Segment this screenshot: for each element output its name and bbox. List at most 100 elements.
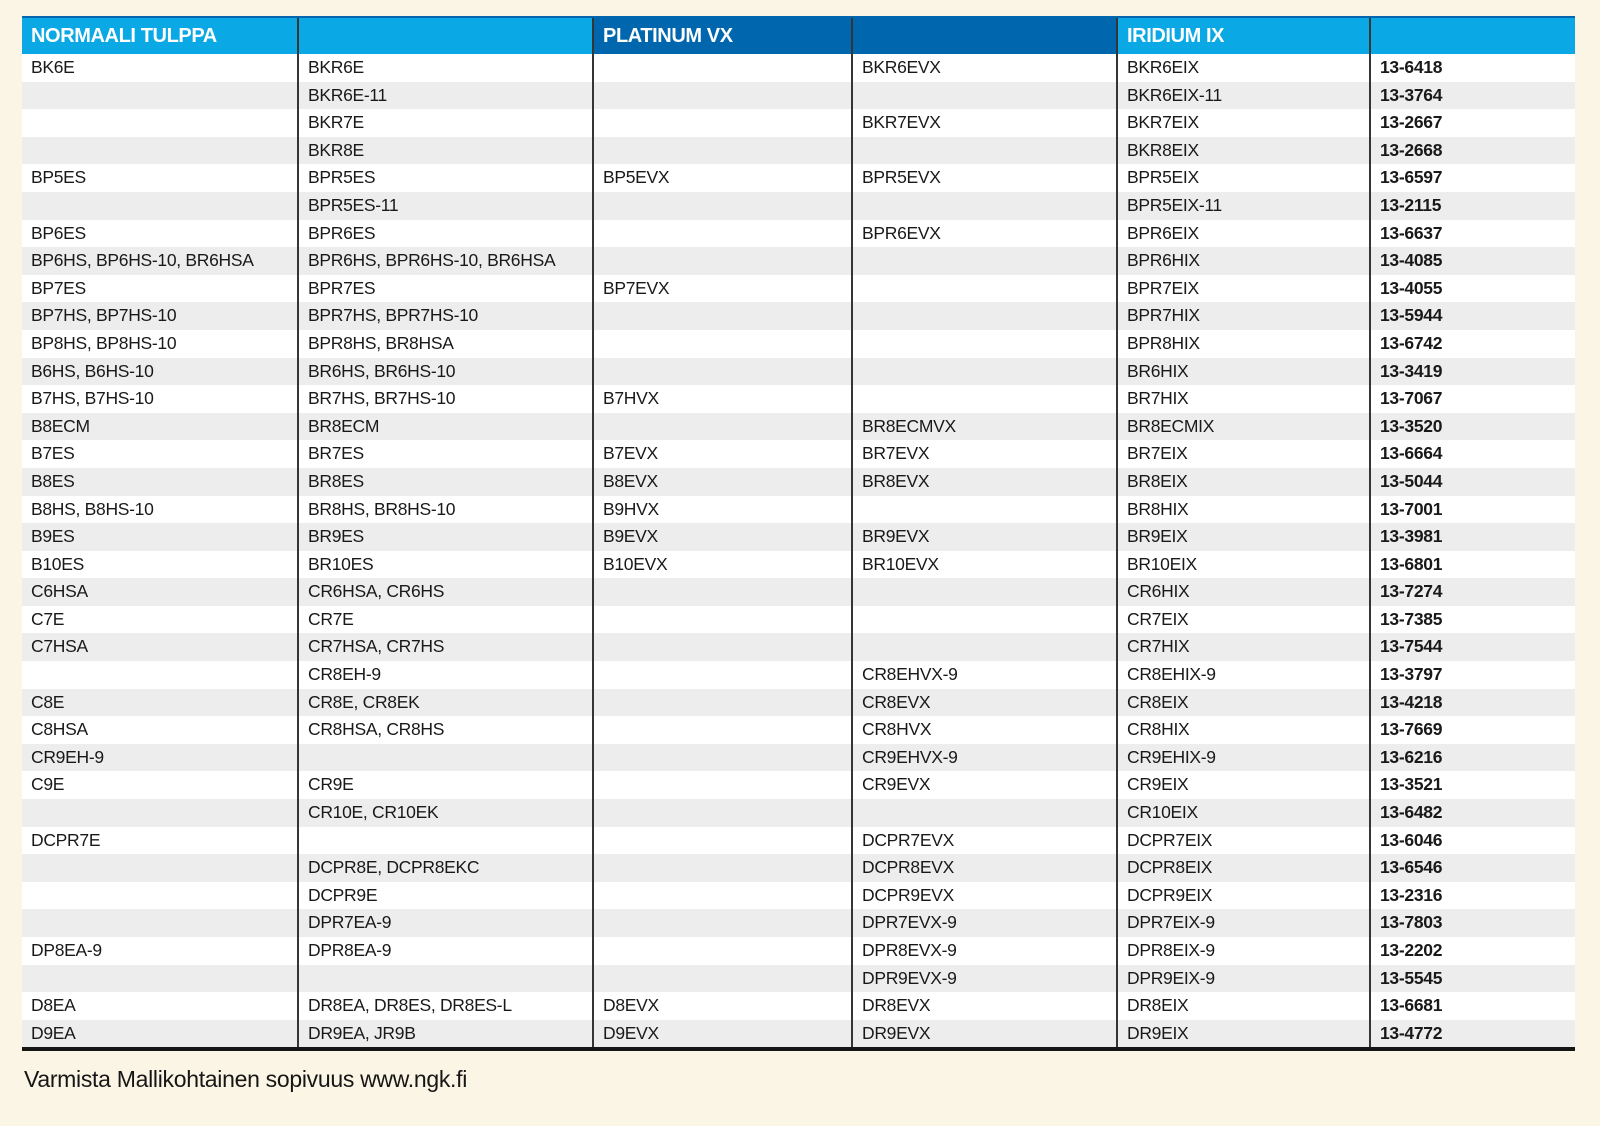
cell-iridium-ix: BPR7EIX xyxy=(1116,274,1369,303)
cell-platinum-vx-1: B7EVX xyxy=(592,440,851,468)
cell-part-number: 13-6482 xyxy=(1369,799,1575,827)
table-row: DCPR9E DCPR9EVX DCPR9EIX 13-2316 xyxy=(22,881,1575,910)
cell-part-number: 13-3764 xyxy=(1369,81,1575,110)
cell-normaali-tulppa-2: BPR7ES xyxy=(297,274,592,303)
cell-part-number: 13-5944 xyxy=(1369,302,1575,330)
cell-normaali-tulppa-1: D9EA xyxy=(31,1022,76,1043)
cell-part-number: 13-6597 xyxy=(1369,164,1575,192)
cell-iridium-ix: DPR9EIX-9 xyxy=(1116,964,1369,993)
header-part-number xyxy=(1369,18,1575,54)
cell-normaali-tulppa-1: B10ES xyxy=(31,553,84,574)
cell-platinum-vx-1 xyxy=(592,661,851,689)
cell-iridium-ix: CR8HIX xyxy=(1116,716,1369,744)
cell-platinum-vx-1 xyxy=(592,964,851,993)
cell-normaali-tulppa-1: DP8EA-9 xyxy=(31,940,102,960)
cell-part-number: 13-3981 xyxy=(1369,523,1575,551)
cell-platinum-vx-2 xyxy=(851,274,1116,303)
cell-platinum-vx-2: BKR7EVX xyxy=(851,109,1116,137)
cell-iridium-ix: CR9EIX xyxy=(1116,771,1369,800)
cell-platinum-vx-1 xyxy=(592,716,851,744)
cell-iridium-ix: CR7HIX xyxy=(1116,633,1369,662)
cell-normaali-tulppa-2 xyxy=(297,743,592,772)
table-row: B8HS, B8HS-10 BR8HS, BR8HS-10 B9HVX BR8H… xyxy=(22,495,1575,524)
cell-part-number: 13-4772 xyxy=(1369,1019,1575,1048)
cell-platinum-vx-2: DCPR9EVX xyxy=(851,881,1116,910)
cell-normaali-tulppa-1: B9ES xyxy=(31,526,75,547)
cell-iridium-ix: CR8EIX xyxy=(1116,688,1369,717)
cell-platinum-vx-2: DR9EVX xyxy=(851,1019,1116,1048)
cell-part-number: 13-6418 xyxy=(1369,54,1575,82)
cell-normaali-tulppa-1 xyxy=(22,137,297,165)
cell-normaali-tulppa-2: DPR8EA-9 xyxy=(297,937,592,965)
cell-part-number: 13-6546 xyxy=(1369,854,1575,882)
cell-platinum-vx-2: CR8EHVX-9 xyxy=(851,661,1116,689)
cell-platinum-vx-2: DCPR8EVX xyxy=(851,854,1116,882)
cell-platinum-vx-1 xyxy=(592,881,851,910)
cell-normaali-tulppa-2: DR8EA, DR8ES, DR8ES-L xyxy=(297,992,592,1020)
cell-iridium-ix: DPR8EIX-9 xyxy=(1116,937,1369,965)
cell-iridium-ix: BKR6EIX xyxy=(1116,54,1369,82)
cell-normaali-tulppa-1: B8HS, B8HS-10 xyxy=(31,498,154,519)
cell-normaali-tulppa-2: CR9E xyxy=(297,771,592,800)
table-row: DCPR7E DCPR7EVX DCPR7EIX 13-6046 xyxy=(22,826,1575,855)
cell-normaali-tulppa-1: CR9EH-9 xyxy=(31,746,104,767)
cell-normaali-tulppa-2: BR10ES xyxy=(297,550,592,579)
cell-platinum-vx-1: B10EVX xyxy=(592,550,851,579)
table-row: C7HSA CR7HSA, CR7HS CR7HIX 13-7544 xyxy=(22,633,1575,662)
cell-platinum-vx-1: B9HVX xyxy=(592,495,851,524)
cell-normaali-tulppa-2: BR8ES xyxy=(297,467,592,496)
cell-iridium-ix: BR8ECMIX xyxy=(1116,412,1369,441)
cell-normaali-tulppa-1: BP6HS, BP6HS-10, BR6HSA xyxy=(31,250,254,271)
cell-normaali-tulppa-2: BPR8HS, BR8HSA xyxy=(297,329,592,358)
cell-iridium-ix: BR7HIX xyxy=(1116,385,1369,413)
header-normaali-tulppa-extra xyxy=(297,18,592,54)
cell-normaali-tulppa-1: BP7ES xyxy=(31,277,86,298)
cell-normaali-tulppa-1: B6HS, B6HS-10 xyxy=(31,360,154,381)
cell-platinum-vx-1: B9EVX xyxy=(592,523,851,551)
cell-platinum-vx-2 xyxy=(851,191,1116,220)
cell-platinum-vx-1 xyxy=(592,771,851,800)
table-row: C6HSA CR6HSA, CR6HS CR6HIX 13-7274 xyxy=(22,578,1575,606)
cell-platinum-vx-1 xyxy=(592,854,851,882)
cell-platinum-vx-1 xyxy=(592,578,851,606)
cell-normaali-tulppa-2: BR8ECM xyxy=(297,412,592,441)
table-row: DP8EA-9 DPR8EA-9 DPR8EVX-9 DPR8EIX-9 13-… xyxy=(22,937,1575,965)
cell-normaali-tulppa-1 xyxy=(22,965,297,993)
cell-part-number: 13-6742 xyxy=(1369,329,1575,358)
cell-platinum-vx-1 xyxy=(592,136,851,165)
cell-normaali-tulppa-1: B8ECM xyxy=(31,415,90,436)
cell-iridium-ix: BKR6EIX-11 xyxy=(1116,81,1369,110)
table-row: C7E CR7E CR7EIX 13-7385 xyxy=(22,605,1575,634)
table-row: BPR5ES-11 BPR5EIX-11 13-2115 xyxy=(22,191,1575,220)
cell-part-number: 13-3521 xyxy=(1369,771,1575,800)
cell-normaali-tulppa-2: BKR7E xyxy=(297,109,592,137)
cell-platinum-vx-1 xyxy=(592,329,851,358)
table-row: BP6HS, BP6HS-10, BR6HSA BPR6HS, BPR6HS-1… xyxy=(22,247,1575,275)
cell-normaali-tulppa-2: BR7HS, BR7HS-10 xyxy=(297,385,592,413)
cell-platinum-vx-2: BR10EVX xyxy=(851,550,1116,579)
table-row: BP5ES BPR5ES BP5EVX BPR5EVX BPR5EIX 13-6… xyxy=(22,164,1575,192)
cell-part-number: 13-4218 xyxy=(1369,688,1575,717)
cell-iridium-ix: BKR8EIX xyxy=(1116,136,1369,165)
cell-iridium-ix: CR7EIX xyxy=(1116,605,1369,634)
cell-iridium-ix: BPR6EIX xyxy=(1116,219,1369,248)
cell-platinum-vx-1 xyxy=(592,688,851,717)
cell-normaali-tulppa-2: DCPR8E, DCPR8EKC xyxy=(297,854,592,882)
cell-platinum-vx-1 xyxy=(592,799,851,827)
cell-platinum-vx-2 xyxy=(851,357,1116,386)
cell-normaali-tulppa-2 xyxy=(297,826,592,855)
cell-iridium-ix: BR8HIX xyxy=(1116,495,1369,524)
cell-part-number: 13-2115 xyxy=(1369,191,1575,220)
cell-normaali-tulppa-2: BR9ES xyxy=(297,523,592,551)
cell-platinum-vx-1 xyxy=(592,357,851,386)
cell-normaali-tulppa-1: BP5ES xyxy=(31,167,86,188)
table-row: BK6E BKR6E BKR6EVX BKR6EIX 13-6418 xyxy=(22,54,1575,82)
cell-platinum-vx-1 xyxy=(592,412,851,441)
cell-normaali-tulppa-1: C8E xyxy=(31,691,65,712)
cell-platinum-vx-2: DPR9EVX-9 xyxy=(851,964,1116,993)
header-iridium-ix: IRIDIUM IX xyxy=(1116,18,1369,54)
cell-normaali-tulppa-1: C6HSA xyxy=(31,581,88,602)
cell-platinum-vx-2: BR8EVX xyxy=(851,467,1116,496)
cell-iridium-ix: BR7EIX xyxy=(1116,440,1369,468)
